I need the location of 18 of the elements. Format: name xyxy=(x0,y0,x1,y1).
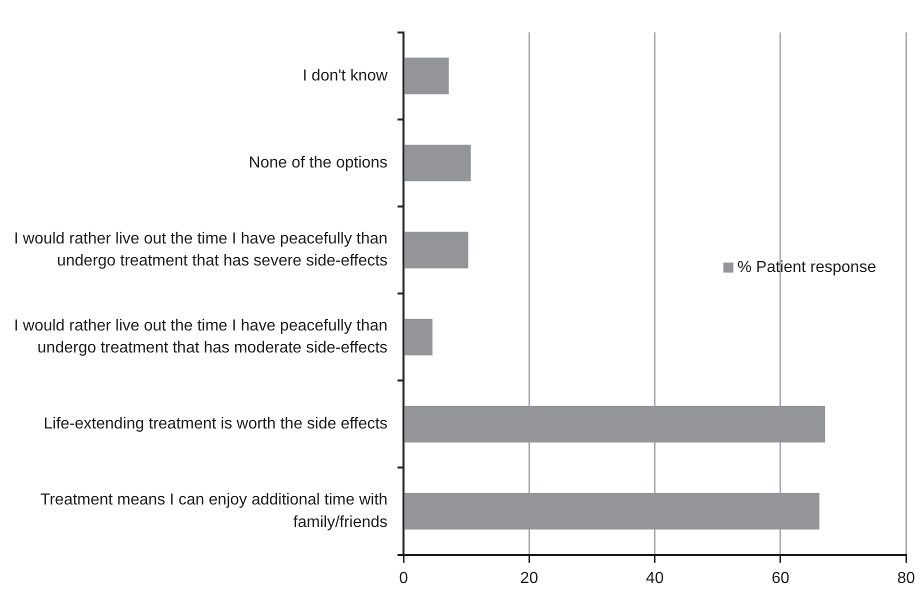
x-tick-label: 20 xyxy=(520,570,538,587)
x-tick-label: 40 xyxy=(646,570,664,587)
bar xyxy=(404,492,820,530)
y-tick-label: None of the options xyxy=(248,154,388,172)
x-tick-label: 0 xyxy=(399,570,408,587)
y-tick-label: I would rather live out the time I have peacefully than undergo treatment that has moderate side-effects xyxy=(14,317,388,357)
bar xyxy=(404,144,471,182)
y-tick-label: Life-extending treatment is worth the side effects xyxy=(44,416,388,433)
y-tick-label: I don't know xyxy=(302,67,388,84)
x-tick-label: 80 xyxy=(897,570,916,587)
bar xyxy=(404,406,826,442)
bar xyxy=(404,58,449,94)
bar xyxy=(404,318,432,356)
x-tick-label: 60 xyxy=(772,570,790,587)
bar xyxy=(404,232,468,268)
y-tick-label: Treatment means I can enjoy additional time with family/friends xyxy=(40,491,388,531)
legend-label: % Patient response xyxy=(737,259,876,276)
y-tick-label: I would rather live out the time I have peacefully than undergo treatment that has severe side-effects xyxy=(14,230,388,270)
